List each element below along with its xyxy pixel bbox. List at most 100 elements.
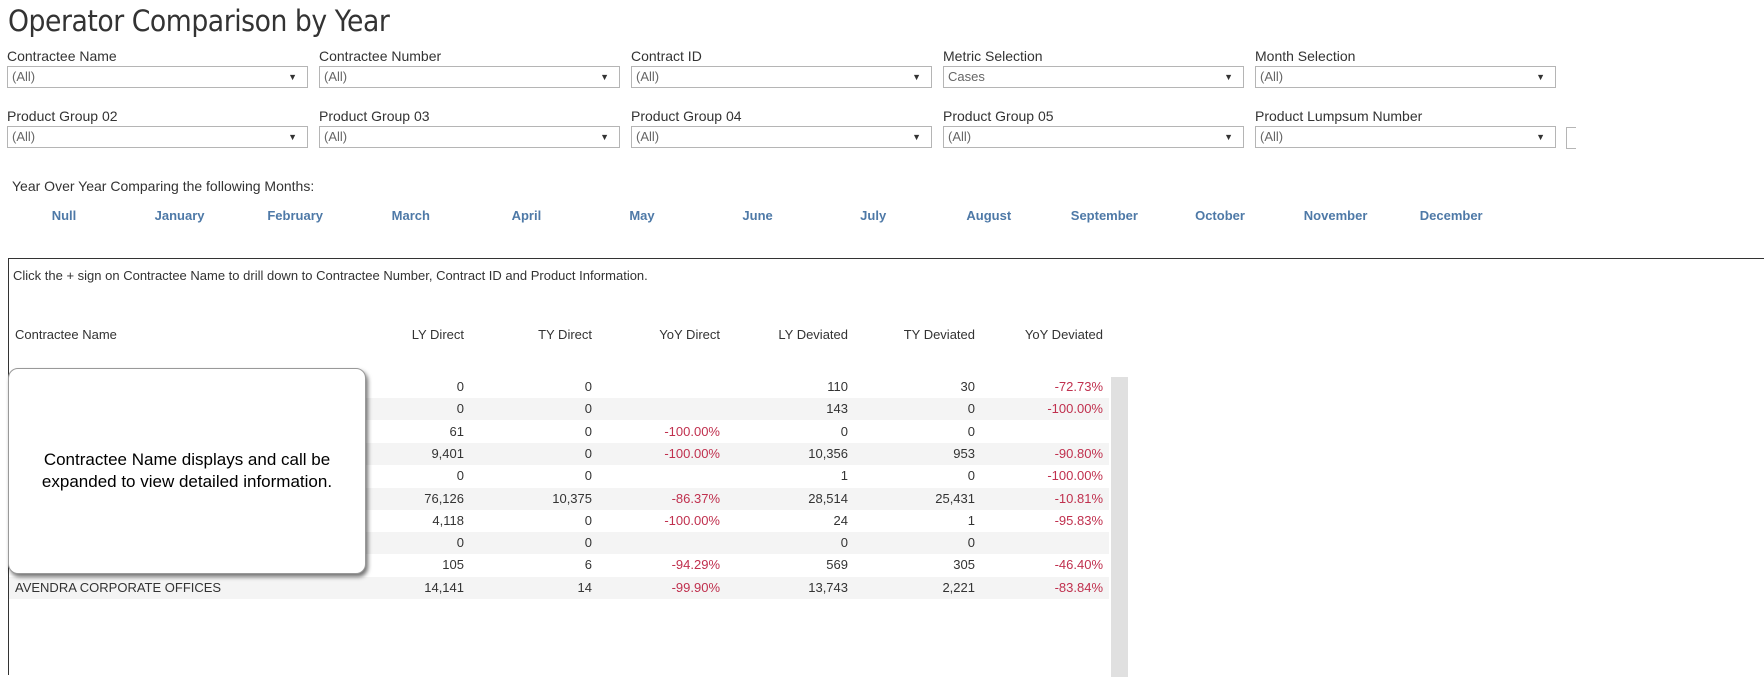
filter-metric-selection: Metric Selection Cases ▼	[943, 48, 1244, 88]
month-september[interactable]: September	[1070, 208, 1138, 223]
table-cell: 0	[967, 468, 975, 484]
month-may[interactable]: May	[629, 208, 655, 223]
table-cell: -95.83%	[1054, 512, 1103, 528]
month-november[interactable]: November	[1303, 208, 1368, 223]
month-december[interactable]: December	[1419, 208, 1483, 223]
filter-value: (All)	[1260, 69, 1284, 84]
table-cell: 0	[456, 535, 464, 551]
filter-product-group-02: Product Group 02 (All) ▼	[7, 108, 308, 148]
chevron-down-icon[interactable]: ▼	[1536, 72, 1545, 82]
chevron-down-icon[interactable]: ▼	[1536, 132, 1545, 142]
filter-label: Contractee Name	[7, 48, 117, 64]
table-cell: 0	[456, 379, 464, 394]
table-cell: -10.81%	[1054, 490, 1103, 506]
filter-label: Product Group 02	[7, 108, 118, 124]
table-cell: 0	[584, 379, 592, 394]
drilldown-hint: Click the + sign on Contractee Name to d…	[13, 268, 648, 283]
month-april[interactable]: April	[511, 208, 542, 223]
filter-dropdown[interactable]: (All) ▼	[1255, 126, 1556, 148]
table-cell: 6	[584, 557, 592, 573]
filter-contract-id: Contract ID (All) ▼	[631, 48, 932, 88]
filter-value: (All)	[636, 129, 660, 144]
month-october[interactable]: October	[1195, 208, 1245, 223]
month-june[interactable]: June	[742, 208, 773, 223]
filter-product-group-03: Product Group 03 (All) ▼	[319, 108, 620, 148]
column-header[interactable]: LY Direct	[411, 327, 464, 342]
table-cell: 305	[953, 557, 975, 573]
month-null[interactable]: Null	[51, 208, 77, 223]
month-march[interactable]: March	[391, 208, 430, 223]
filter-dropdown[interactable]: (All) ▼	[1255, 66, 1556, 88]
filter-dropdown[interactable]: (All) ▼	[7, 126, 308, 148]
table-cell: -100.00%	[1047, 401, 1103, 417]
chevron-down-icon[interactable]: ▼	[1224, 72, 1233, 82]
filter-product-group-04: Product Group 04 (All) ▼	[631, 108, 932, 148]
chevron-down-icon[interactable]: ▼	[600, 72, 609, 82]
filter-dropdown[interactable]: Cases ▼	[943, 66, 1244, 88]
filter-dropdown[interactable]: (All) ▼	[319, 66, 620, 88]
chevron-down-icon[interactable]: ▼	[600, 132, 609, 142]
month-february[interactable]: February	[267, 208, 323, 223]
months-label: Year Over Year Comparing the following M…	[12, 178, 315, 194]
filter-label: Month Selection	[1255, 48, 1356, 64]
column-header[interactable]: YoY Deviated	[1024, 327, 1103, 342]
vertical-scrollbar[interactable]	[1111, 377, 1128, 677]
table-cell: 0	[967, 535, 975, 551]
table-cell: -90.80%	[1054, 445, 1103, 461]
filter-value: (All)	[1260, 129, 1284, 144]
month-january[interactable]: January	[154, 208, 205, 223]
month-july[interactable]: July	[860, 208, 887, 223]
table-row: 0 0 1 0 -100.00%	[9, 465, 1109, 487]
table-cell: 0	[584, 512, 592, 528]
chevron-down-icon[interactable]: ▼	[912, 72, 921, 82]
table-cell: 61	[449, 423, 464, 439]
filter-value: Cases	[948, 69, 985, 84]
filter-label: Contract ID	[631, 48, 702, 64]
table-cell: 0	[840, 423, 848, 439]
filter-dropdown[interactable]: (All) ▼	[319, 126, 620, 148]
column-header[interactable]: TY Direct	[538, 327, 592, 342]
table-cell: 76,126	[424, 490, 464, 506]
table-row: 4,118 0 -100.00% 24 1 -95.83%	[9, 510, 1109, 532]
chevron-down-icon[interactable]: ▼	[912, 132, 921, 142]
table-cell: 14	[577, 579, 592, 595]
table-cell: 13,743	[808, 579, 848, 595]
month-august[interactable]: August	[966, 208, 1012, 223]
page-title: Operator Comparison by Year	[8, 4, 390, 38]
chevron-down-icon[interactable]: ▼	[288, 132, 297, 142]
filter-dropdown[interactable]: (All) ▼	[631, 126, 932, 148]
table-cell: -100.00%	[664, 423, 720, 439]
table-cell: 10,375	[552, 490, 592, 506]
table-cell: 953	[953, 445, 975, 461]
filter-dropdown[interactable]: (All) ▼	[7, 66, 308, 88]
table-cell: 28,514	[808, 490, 848, 506]
table-cell: 9,401	[431, 445, 464, 461]
table-cell: 30	[960, 379, 975, 394]
table-cell: -100.00%	[664, 445, 720, 461]
table-cell: 1	[840, 468, 848, 484]
column-header[interactable]: YoY Direct	[659, 327, 720, 342]
table-cell: 0	[584, 468, 592, 484]
filter-value: (All)	[636, 69, 660, 84]
table-cell: 569	[826, 557, 848, 573]
table-cell: 0	[840, 535, 848, 551]
row-name: AVENDRA CORPORATE OFFICES	[15, 579, 222, 595]
column-header[interactable]: LY Deviated	[778, 327, 848, 342]
table-cell: -94.29%	[671, 557, 720, 573]
filter-month-selection: Month Selection (All) ▼	[1255, 48, 1556, 88]
filter-label: Metric Selection	[943, 48, 1043, 64]
filter-label: Product Group 03	[319, 108, 430, 124]
table-cell: 105	[442, 557, 464, 573]
filter-dropdown[interactable]: (All) ▼	[631, 66, 932, 88]
filter-dropdown-partial[interactable]	[1566, 127, 1576, 149]
filter-dropdown[interactable]: (All) ▼	[943, 126, 1244, 148]
column-header[interactable]: Contractee Name	[15, 327, 117, 342]
table-cell: 0	[584, 535, 592, 551]
filter-value: (All)	[948, 129, 972, 144]
column-header[interactable]: TY Deviated	[903, 327, 975, 342]
filter-contractee-number: Contractee Number (All) ▼	[319, 48, 620, 88]
chevron-down-icon[interactable]: ▼	[288, 72, 297, 82]
table-cell: 4,118	[432, 512, 464, 528]
chevron-down-icon[interactable]: ▼	[1224, 132, 1233, 142]
table-cell: -83.84%	[1054, 579, 1103, 595]
